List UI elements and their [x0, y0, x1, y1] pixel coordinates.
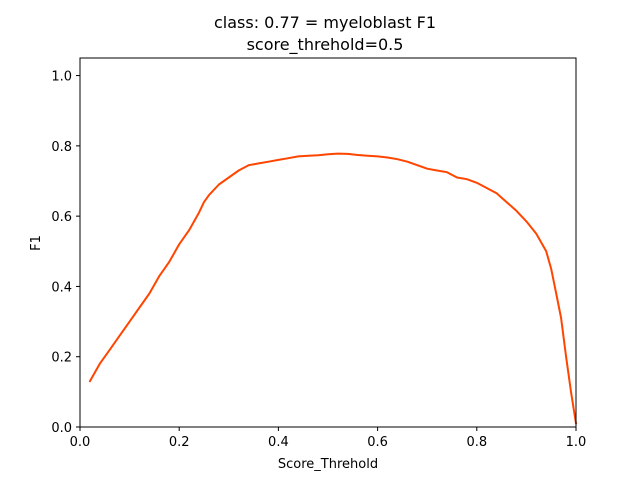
y-axis-label: F1	[29, 235, 44, 251]
x-tick-label: 0.2	[169, 435, 190, 450]
x-tick-label: 0.4	[268, 435, 289, 450]
y-tick-label: 0.0	[51, 421, 72, 436]
y-tick-label: 0.2	[51, 351, 72, 366]
x-tick-label: 0.0	[70, 435, 91, 450]
y-tick-label: 0.6	[51, 210, 72, 225]
y-tick-label: 0.4	[51, 280, 72, 295]
chart-title-line1: class: 0.77 = myeloblast F1	[214, 13, 436, 32]
f1-series-line	[88, 152, 577, 425]
x-tick-label: 0.8	[466, 435, 487, 450]
axes-frame	[79, 57, 577, 428]
y-tick-label: 1.0	[51, 70, 72, 85]
axis-ticks: 0.0 0.2 0.4 0.6 0.8 1.0 0.0 0.2 0.4 0.6 0.8 1.0	[51, 70, 586, 450]
chart-title-line2: score_threhold=0.5	[247, 35, 404, 55]
x-tick-label: 1.0	[566, 435, 587, 450]
x-axis-label: Score_Threhold	[278, 457, 378, 472]
plot-area	[88, 152, 577, 425]
y-tick-label: 0.8	[51, 140, 72, 155]
x-tick-label: 0.6	[367, 435, 388, 450]
